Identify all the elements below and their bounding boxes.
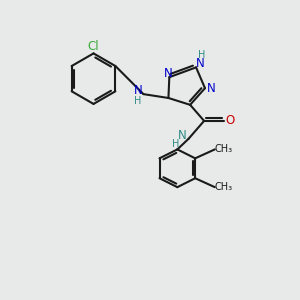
Text: Cl: Cl <box>88 40 99 53</box>
Text: H: H <box>198 50 205 60</box>
Text: H: H <box>172 139 180 149</box>
Text: N: N <box>196 57 205 70</box>
Text: N: N <box>178 129 187 142</box>
Text: N: N <box>134 84 142 97</box>
Text: N: N <box>164 67 173 80</box>
Text: N: N <box>207 82 216 95</box>
Text: H: H <box>134 96 142 106</box>
Text: CH₃: CH₃ <box>214 144 233 154</box>
Text: CH₃: CH₃ <box>214 182 233 192</box>
Text: O: O <box>225 114 234 128</box>
